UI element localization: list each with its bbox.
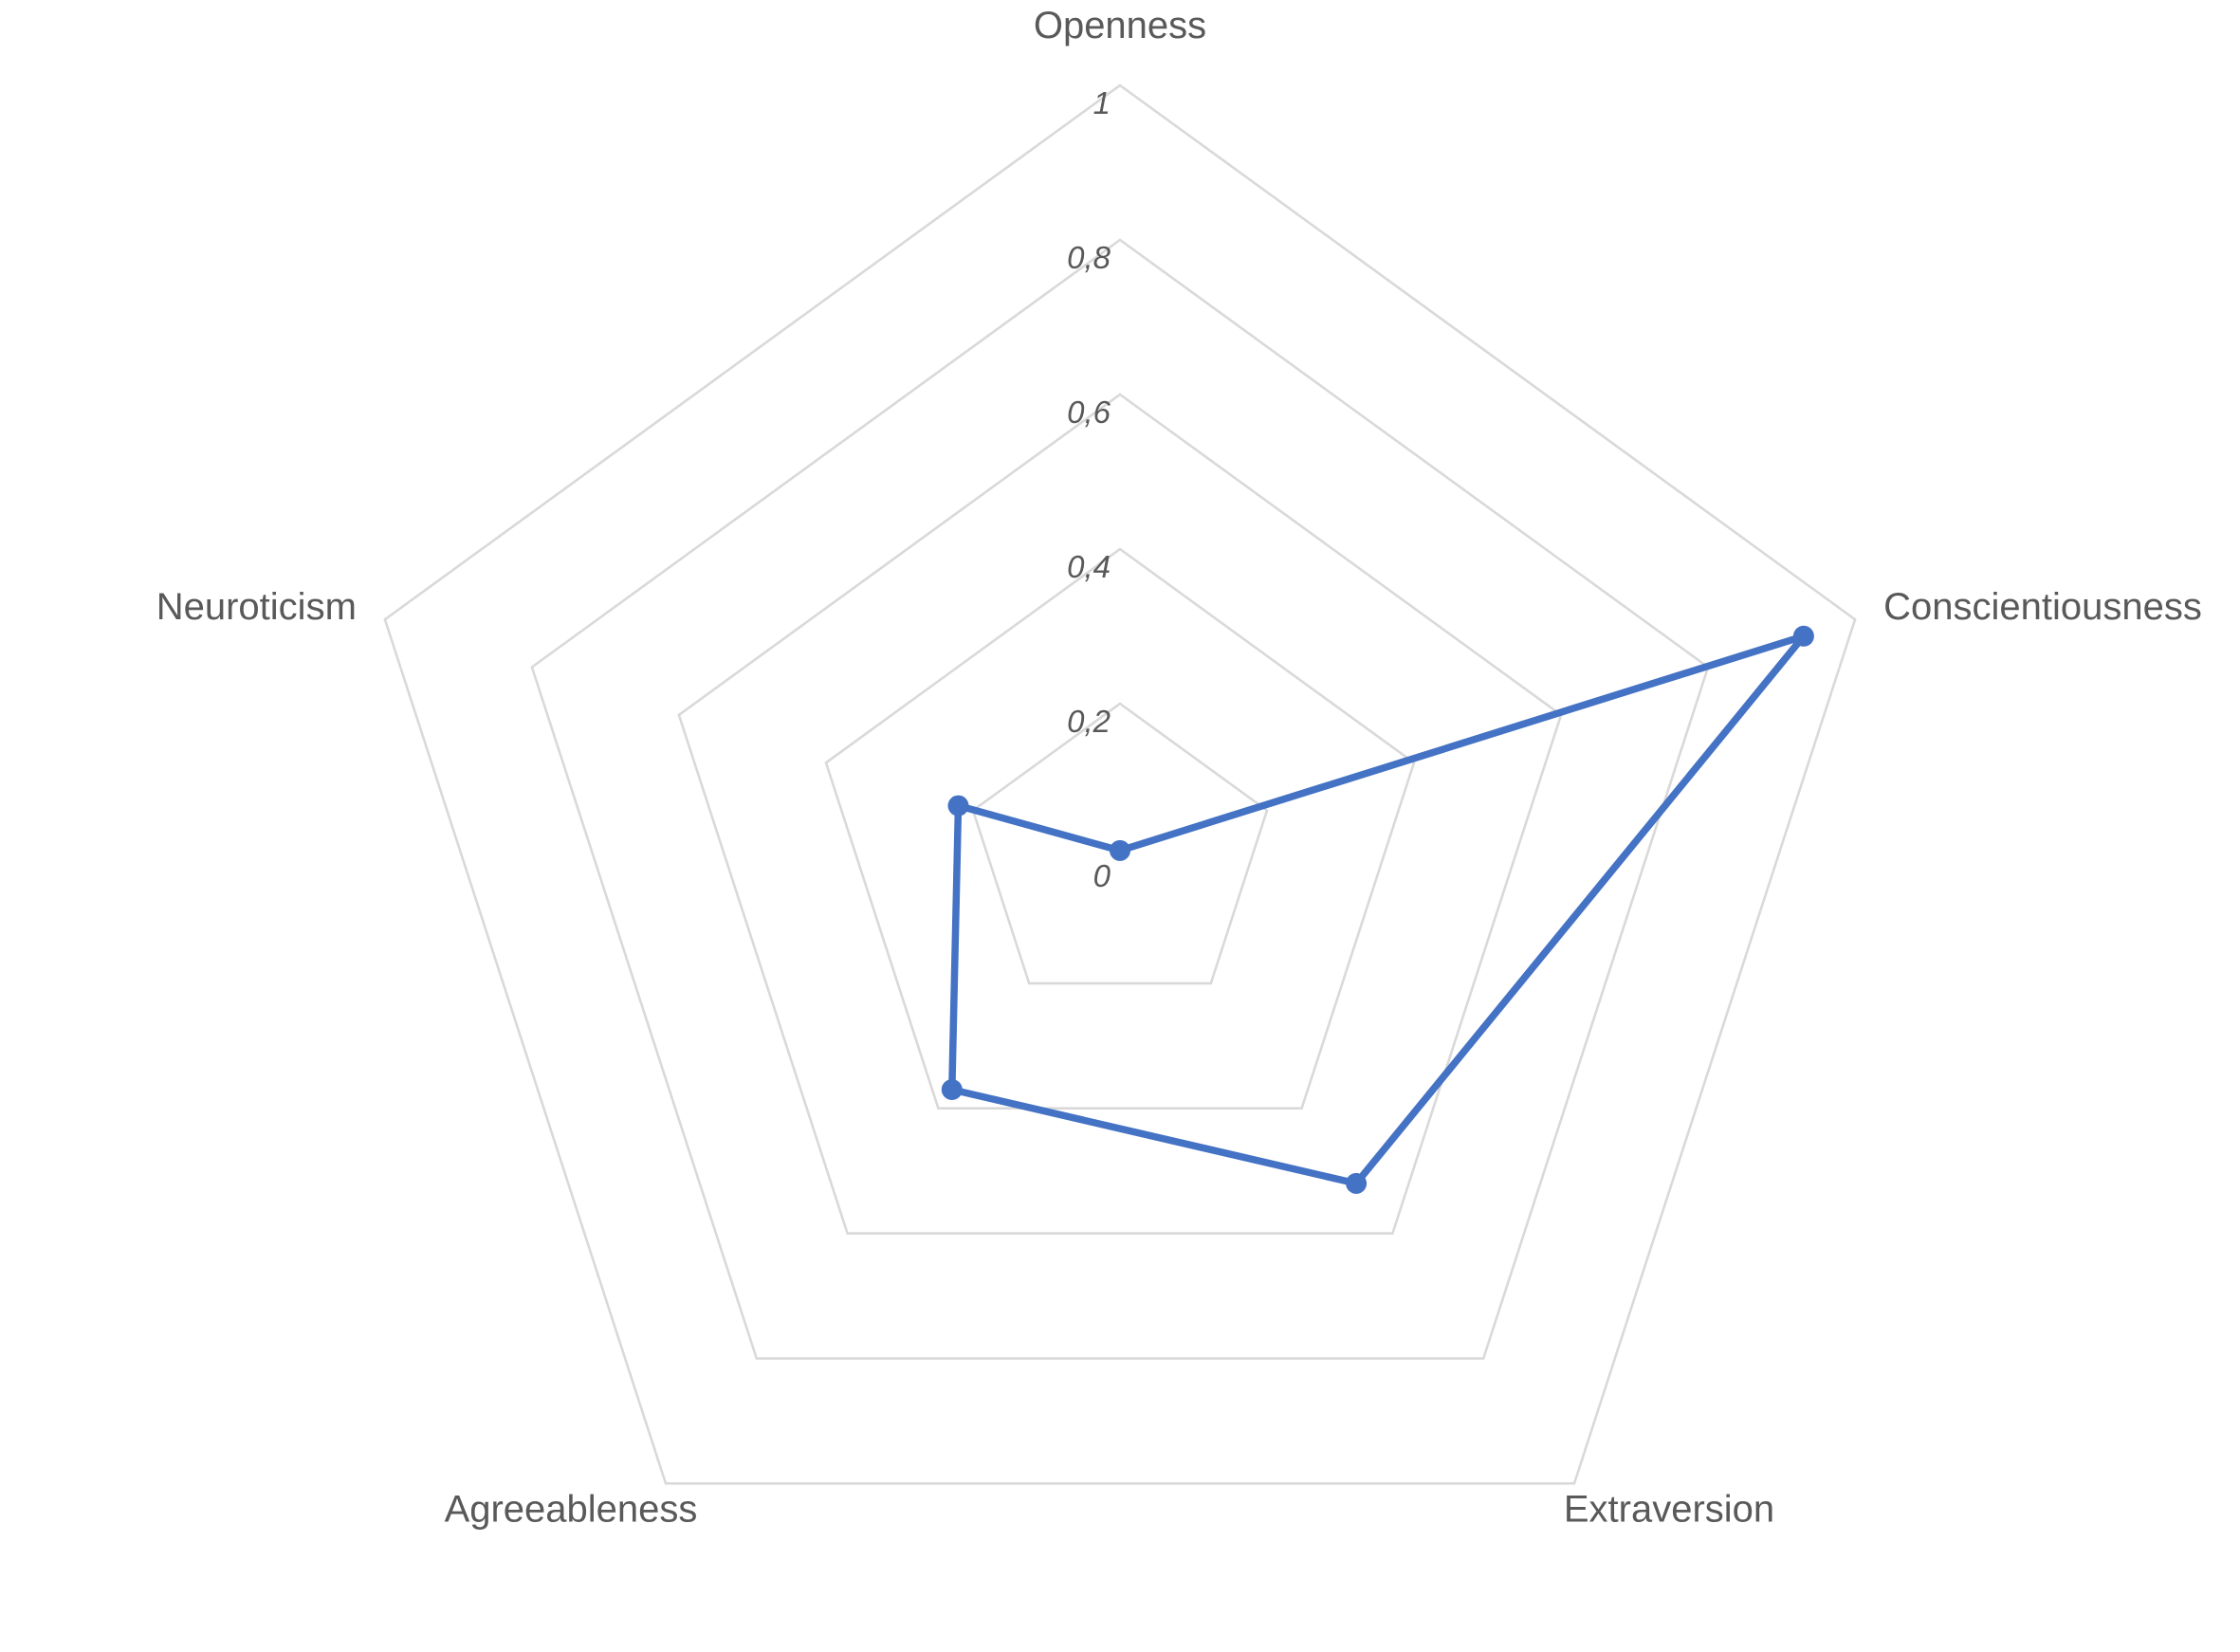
tick-label-0: 0	[1093, 858, 1111, 893]
category-label-conscientiousness: Conscientiousness	[1883, 586, 2202, 628]
category-label-neuroticism: Neuroticism	[156, 586, 357, 628]
grid-ring-4	[530, 238, 1710, 1360]
data-point-extraversion	[1346, 1172, 1368, 1194]
tick-label-5: 1	[1093, 85, 1111, 120]
data-point-openness	[1110, 839, 1130, 861]
grid-ring-1	[971, 702, 1269, 985]
tick-label-4: 0,8	[1067, 240, 1111, 275]
series-layer	[941, 625, 1814, 1194]
series-line-0	[948, 633, 1808, 1187]
tick-label-3: 0,6	[1067, 395, 1111, 430]
data-point-agreeableness	[941, 1079, 963, 1100]
category-label-openness: Openness	[1034, 5, 1206, 46]
data-point-conscientiousness	[1792, 625, 1814, 647]
grid-layer	[383, 83, 1857, 1485]
category-label-agreeableness: Agreeableness	[445, 1488, 698, 1530]
grid-ring-5	[383, 83, 1857, 1485]
tick-label-1: 0,2	[1067, 704, 1111, 739]
tick-label-2: 0,4	[1067, 549, 1111, 584]
category-label-layer: Openness Conscientiousness Extraversion Agr…	[156, 5, 2202, 1530]
grid-ring-2	[824, 547, 1416, 1110]
category-label-extraversion: Extraversion	[1564, 1488, 1774, 1530]
tick-label-layer: 0 0,2 0,4 0,6 0,8 1	[1067, 85, 1111, 893]
data-point-neuroticism	[947, 795, 969, 817]
grid-ring-3	[677, 393, 1563, 1235]
